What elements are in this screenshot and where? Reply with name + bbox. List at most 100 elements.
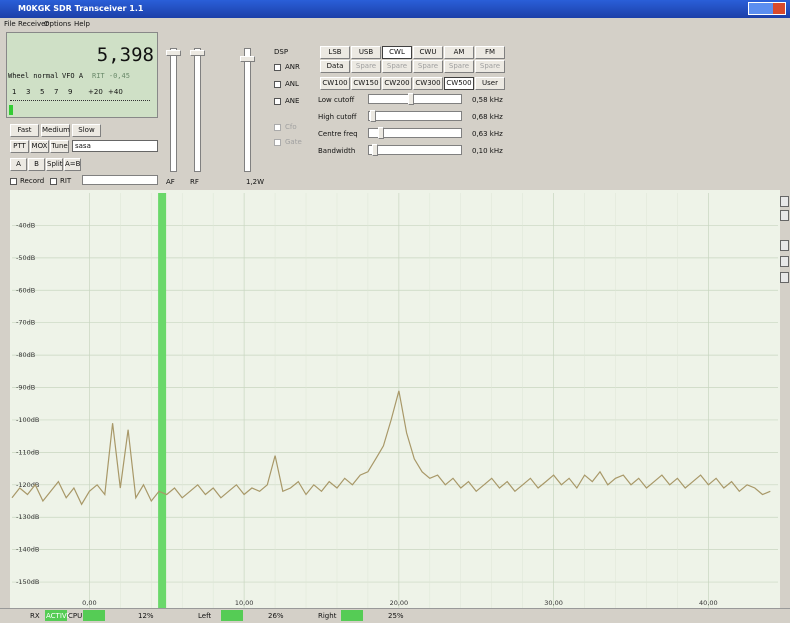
y-tick-label: -140dB [16, 546, 39, 554]
filter-button[interactable]: User [475, 77, 505, 90]
y-tick-label: -50dB [16, 254, 35, 262]
mode-button[interactable]: CWU [413, 46, 443, 59]
y-tick-label: -80dB [16, 351, 35, 359]
slider-label: 1,2W [246, 178, 264, 186]
mode-button[interactable]: CWL [382, 46, 412, 59]
x-tick-label: 30,00 [544, 599, 563, 607]
checkbox[interactable] [274, 98, 281, 105]
dsp-option: ANR [285, 63, 300, 71]
smeter-scale: 9 [68, 88, 72, 96]
slider-thumb[interactable] [166, 50, 181, 56]
vfo-button[interactable]: A [10, 158, 27, 171]
vfo-button[interactable]: B [28, 158, 45, 171]
slider-label: RF [190, 178, 199, 186]
tuning-marker [158, 193, 166, 608]
mode-button[interactable]: Data [320, 60, 350, 73]
y-tick-label: -70dB [16, 319, 35, 327]
setting-slider[interactable] [368, 94, 462, 104]
dsp-option: ANE [285, 97, 299, 105]
filter-button[interactable]: CW200 [382, 77, 412, 90]
setting-slider[interactable] [368, 145, 462, 155]
menu-item[interactable]: Help [74, 20, 90, 28]
setting-label: Bandwidth [318, 147, 355, 155]
vfo-button[interactable]: A=B [64, 158, 81, 171]
speed-button[interactable]: Slow [72, 124, 101, 137]
setting-label: Centre freq [318, 130, 358, 138]
slider-track[interactable] [244, 48, 251, 172]
y-tick-label: -90dB [16, 384, 35, 392]
rit-slider[interactable] [82, 175, 158, 185]
tx-button[interactable]: Tune [50, 140, 69, 153]
setting-thumb[interactable] [372, 144, 378, 156]
dsp-option: Gate [285, 138, 302, 146]
checkbox[interactable] [274, 139, 281, 146]
status-label: Right [318, 612, 336, 620]
status-label: Left [198, 612, 211, 620]
smeter-scale: +40 [108, 88, 123, 96]
menu-item[interactable]: File [4, 20, 16, 28]
x-tick-label: 40,00 [699, 599, 718, 607]
y-tick-label: -60dB [16, 286, 35, 294]
smeter-scale: 1 [12, 88, 16, 96]
mode-button[interactable]: LSB [320, 46, 350, 59]
checkbox[interactable] [274, 124, 281, 131]
filter-button[interactable]: CW150 [351, 77, 381, 90]
mode-button[interactable]: AM [444, 46, 474, 59]
vfo-button[interactable]: Split [46, 158, 63, 171]
filter-button[interactable]: CW500 [444, 77, 474, 90]
checkbox[interactable] [50, 178, 57, 185]
speed-button[interactable]: Medium [41, 124, 70, 137]
tool-icon[interactable] [780, 240, 789, 251]
status-label: CPU [68, 612, 82, 620]
checkbox[interactable] [274, 81, 281, 88]
smeter-ticks [10, 97, 150, 101]
setting-thumb[interactable] [378, 127, 384, 139]
dsp-option: Cfo [285, 123, 297, 131]
frequency: 5,398 [80, 44, 154, 66]
slider-track[interactable] [194, 48, 201, 172]
slider-track[interactable] [170, 48, 177, 172]
mode-button[interactable]: Spare [444, 60, 474, 73]
rit-offset: RIT -0,45 [92, 72, 130, 80]
x-tick-label: 0,00 [82, 599, 96, 607]
filter-button[interactable]: CW100 [320, 77, 350, 90]
window-title: M0KGK SDR Transceiver 1.1 [18, 4, 143, 13]
tool-icon[interactable] [780, 196, 789, 207]
tool-icon[interactable] [780, 210, 789, 221]
dsp-label: DSP [274, 48, 288, 56]
x-tick-label: 20,00 [390, 599, 409, 607]
sdr-window: M0KGK SDR Transceiver 1.1 -40dB -50dB -60d… [0, 0, 790, 623]
mode-button[interactable]: Spare [413, 60, 443, 73]
slider-thumb[interactable] [190, 50, 205, 56]
status-led [341, 610, 363, 621]
preset-dropdown[interactable]: sasa [72, 140, 158, 152]
setting-value: 0,68 kHz [472, 113, 503, 121]
mode-button[interactable]: Spare [475, 60, 505, 73]
setting-thumb[interactable] [370, 110, 376, 122]
tx-button[interactable]: PTT [10, 140, 29, 153]
setting-thumb[interactable] [408, 93, 414, 105]
mode-button[interactable]: Spare [382, 60, 412, 73]
tool-icon[interactable] [780, 256, 789, 267]
mode-button[interactable]: FM [475, 46, 505, 59]
checkbox[interactable] [10, 178, 17, 185]
y-tick-label: -40dB [16, 221, 35, 229]
speed-button[interactable]: Fast [10, 124, 39, 137]
tool-icon[interactable] [780, 272, 789, 283]
x-tick-label: 10,00 [235, 599, 254, 607]
checkbox-label: Record [20, 177, 44, 185]
smeter-scale: +20 [88, 88, 103, 96]
filter-button[interactable]: CW300 [413, 77, 443, 90]
mode-button[interactable]: Spare [351, 60, 381, 73]
setting-value: 0,10 kHz [472, 147, 503, 155]
status-led [83, 610, 105, 621]
y-tick-label: -100dB [16, 416, 39, 424]
window-buttons[interactable] [748, 2, 786, 15]
setting-slider[interactable] [368, 111, 462, 121]
menu-item[interactable]: Options [44, 20, 71, 28]
checkbox[interactable] [274, 64, 281, 71]
mode-button[interactable]: USB [351, 46, 381, 59]
slider-thumb[interactable] [240, 56, 255, 62]
tx-button[interactable]: MOX [30, 140, 49, 153]
y-tick-label: -150dB [16, 578, 39, 586]
